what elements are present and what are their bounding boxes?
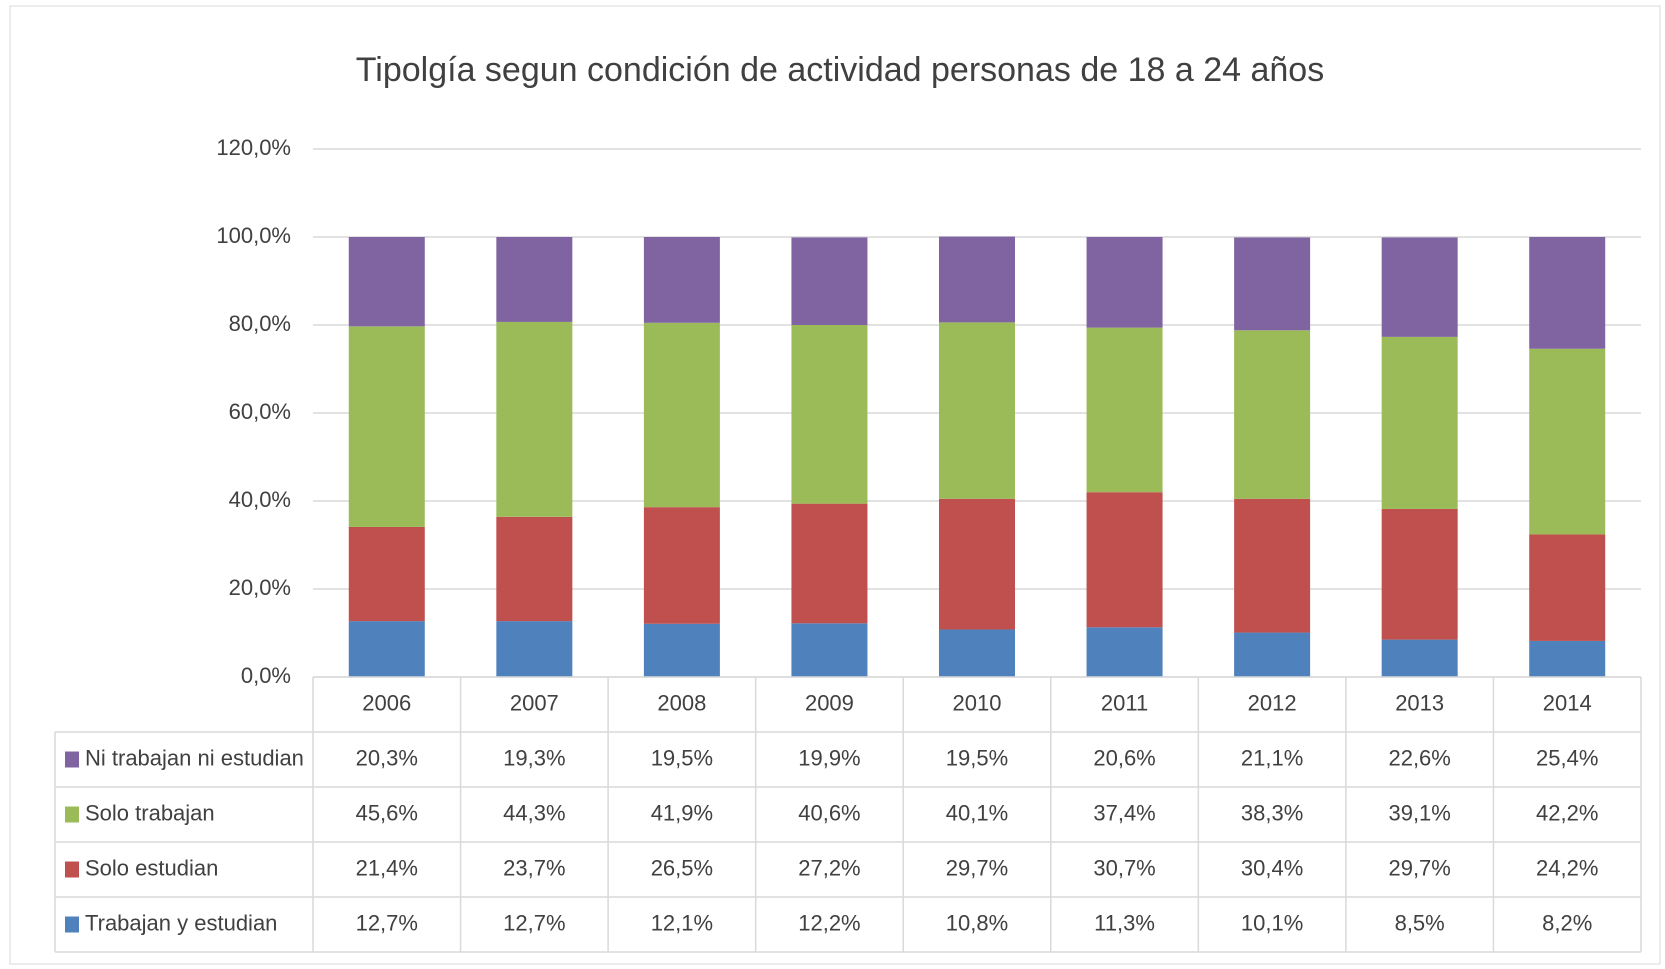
bar-segment (1381, 508, 1458, 640)
y-tick-label: 20,0% (229, 575, 291, 600)
bar-segment (1381, 336, 1458, 509)
bar-segment (1086, 492, 1163, 628)
y-tick-label: 100,0% (216, 223, 291, 248)
data-label: 12,7% (503, 910, 565, 935)
bar-segment (1529, 237, 1606, 349)
data-label: 12,7% (356, 910, 418, 935)
x-tick-label: 2010 (953, 690, 1002, 715)
data-label: 40,6% (798, 800, 860, 825)
bar-segment (1086, 327, 1163, 493)
bar-segment (939, 322, 1015, 499)
data-label: 40,1% (946, 800, 1008, 825)
bar-segment (1234, 237, 1311, 331)
bar-segment (1381, 639, 1458, 677)
data-label: 42,2% (1536, 800, 1598, 825)
data-label: 26,5% (651, 855, 713, 880)
legend-label: Trabajan y estudian (85, 910, 277, 935)
data-label: 19,3% (503, 745, 565, 770)
data-label: 29,7% (1388, 855, 1450, 880)
x-tick-label: 2007 (510, 690, 559, 715)
data-label: 19,5% (651, 745, 713, 770)
bar-segment (1086, 627, 1163, 677)
x-tick-label: 2008 (657, 690, 706, 715)
data-label: 19,9% (798, 745, 860, 770)
data-label: 11,3% (1094, 910, 1155, 935)
data-label: 25,4% (1536, 745, 1598, 770)
bar-segment (1086, 237, 1163, 328)
y-tick-label: 0,0% (241, 663, 291, 688)
x-tick-label: 2013 (1395, 690, 1444, 715)
bar-segment (1529, 348, 1606, 535)
data-label: 45,6% (356, 800, 418, 825)
y-tick-label: 80,0% (229, 311, 291, 336)
data-label: 44,3% (503, 800, 565, 825)
data-label: 20,3% (356, 745, 418, 770)
bar-segment (643, 623, 720, 677)
y-tick-label: 120,0% (216, 135, 291, 160)
bar-segment (496, 321, 573, 517)
bar-segment (496, 516, 573, 622)
data-label: 38,3% (1241, 800, 1303, 825)
data-label: 21,4% (356, 855, 418, 880)
x-tick-label: 2012 (1248, 690, 1297, 715)
legend-label: Ni trabajan ni estudian (85, 745, 304, 770)
bar-segment (1234, 632, 1311, 677)
bar-segment (643, 322, 720, 508)
data-label: 29,7% (946, 855, 1008, 880)
legend-label: Solo estudian (85, 855, 218, 880)
bar-segment (791, 623, 868, 677)
data-label: 22,6% (1388, 745, 1450, 770)
bar-segment (348, 237, 425, 327)
bar-segment (1234, 498, 1311, 633)
data-label: 23,7% (503, 855, 565, 880)
bar-segment (643, 507, 720, 624)
data-label: 10,8% (946, 910, 1008, 935)
data-label: 30,7% (1093, 855, 1155, 880)
x-tick-label: 2011 (1101, 690, 1148, 715)
bar-segment (1381, 237, 1458, 337)
legend-swatch (65, 861, 79, 878)
x-tick-label: 2009 (805, 690, 854, 715)
bar-segment (939, 236, 1015, 323)
data-label: 39,1% (1388, 800, 1450, 825)
data-label: 12,2% (798, 910, 860, 935)
legend-swatch (65, 751, 79, 768)
x-tick-label: 2014 (1543, 690, 1592, 715)
chart-title: Tipolgía segun condición de actividad pe… (356, 51, 1324, 89)
bar-segment (496, 621, 573, 677)
bar-segment (348, 621, 425, 677)
x-tick-label: 2006 (362, 690, 411, 715)
data-label: 19,5% (946, 745, 1008, 770)
data-label: 8,2% (1542, 910, 1592, 935)
data-label: 21,1% (1241, 745, 1303, 770)
legend-label: Solo trabajan (85, 800, 215, 825)
data-label: 30,4% (1241, 855, 1303, 880)
bar-segment (348, 526, 425, 622)
bar-segment (1234, 330, 1311, 499)
y-tick-label: 40,0% (229, 487, 291, 512)
data-label: 10,1% (1241, 910, 1303, 935)
data-label: 41,9% (651, 800, 713, 825)
data-label: 37,4% (1093, 800, 1155, 825)
data-label: 8,5% (1395, 910, 1445, 935)
bar-segment (939, 629, 1015, 677)
bar-segment (939, 498, 1015, 630)
bar-segment (348, 326, 425, 527)
legend-swatch (65, 916, 79, 933)
data-label: 20,6% (1093, 745, 1155, 770)
bar-segment (791, 325, 868, 504)
bar-segment (1529, 534, 1606, 641)
bar-segment (791, 237, 868, 325)
data-label: 24,2% (1536, 855, 1598, 880)
data-label: 27,2% (798, 855, 860, 880)
bar-segment (1529, 640, 1606, 677)
bar-segment (643, 237, 720, 323)
bar-segment (791, 503, 868, 624)
data-label: 12,1% (651, 910, 713, 935)
y-tick-label: 60,0% (229, 399, 291, 424)
legend-swatch (65, 806, 79, 823)
bar-segment (496, 237, 573, 322)
